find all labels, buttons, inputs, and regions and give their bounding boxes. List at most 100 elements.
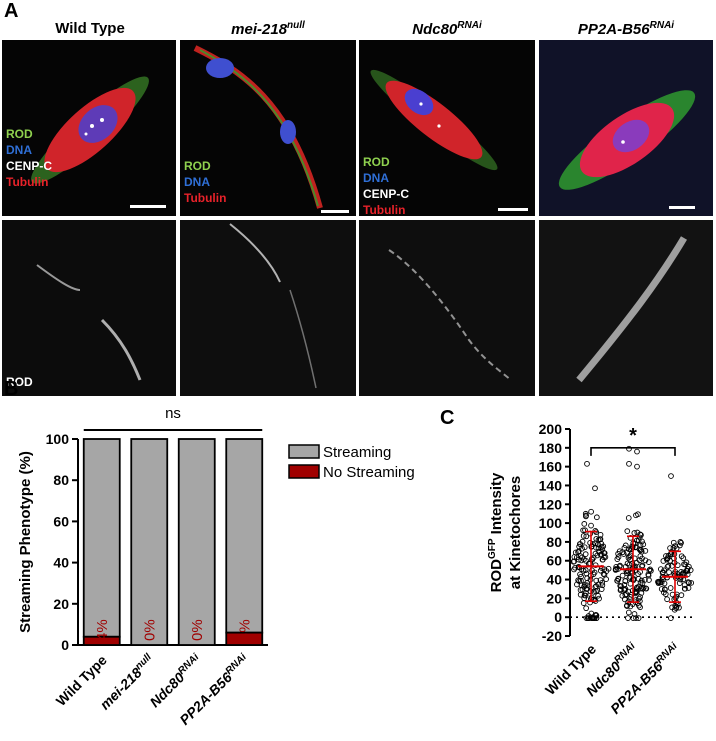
panel-a-label: A <box>4 0 19 22</box>
bar-no-streaming <box>225 631 264 646</box>
y-tick-label: 100 <box>46 431 70 447</box>
merge-image-wild-type: ROD DNA CENP-C Tubulin <box>2 40 176 216</box>
bar-data-label: 4% <box>94 619 111 641</box>
data-point <box>674 562 681 569</box>
data-point <box>617 562 623 569</box>
y-tick-label: 120 <box>539 496 563 512</box>
data-point <box>638 590 645 596</box>
y-tick-label: 140 <box>539 477 563 493</box>
data-point <box>635 571 641 577</box>
legend-swatch <box>288 464 320 479</box>
data-point <box>660 558 667 564</box>
data-point <box>685 579 692 585</box>
column-title-mei-218: mei-218null <box>231 20 305 38</box>
data-point <box>637 580 644 586</box>
data-point <box>629 560 635 567</box>
data-point <box>667 545 673 551</box>
data-point <box>571 566 577 573</box>
data-point <box>621 596 628 603</box>
y-tick-label: 100 <box>539 515 563 531</box>
data-point <box>622 578 629 584</box>
data-point <box>625 515 632 521</box>
data-point <box>592 550 599 557</box>
data-point <box>595 581 602 588</box>
legend-swatch <box>288 444 320 459</box>
data-point <box>627 603 634 610</box>
panel-c-label: C <box>440 407 455 429</box>
data-point <box>612 567 619 573</box>
data-point <box>601 549 607 556</box>
data-point <box>640 541 647 548</box>
data-point <box>631 530 638 536</box>
data-point <box>599 546 606 553</box>
data-point <box>582 527 588 534</box>
data-point <box>581 544 588 551</box>
data-point <box>588 543 595 549</box>
merge-spindle-mei-218 <box>193 45 323 209</box>
data-point <box>583 615 590 621</box>
data-point <box>642 576 648 583</box>
data-point <box>599 582 606 589</box>
significance-label: * <box>629 425 637 447</box>
data-point <box>575 549 581 555</box>
data-point <box>634 529 641 536</box>
data-point <box>579 586 586 593</box>
data-point <box>684 565 691 572</box>
data-point <box>634 463 640 470</box>
y-axis-title-line-1: RODGFP Intensity <box>487 472 505 592</box>
rod-image-wild-type: ROD <box>2 220 176 396</box>
data-point <box>600 571 607 577</box>
data-point <box>676 580 683 586</box>
rod-signal-mei-218 <box>229 223 317 389</box>
data-point <box>594 514 600 521</box>
data-point <box>625 615 631 621</box>
data-point <box>668 473 674 479</box>
scale-bar <box>321 210 349 213</box>
y-tick-label: 60 <box>546 553 562 569</box>
data-point <box>595 592 601 599</box>
scale-bar <box>669 206 695 209</box>
data-point <box>588 610 595 617</box>
data-point <box>582 567 589 574</box>
data-point <box>583 590 589 596</box>
data-point <box>660 569 666 576</box>
data-point <box>680 555 687 561</box>
data-point <box>665 562 672 569</box>
merge-image-mei-218: ROD DNA Tubulin <box>180 40 356 216</box>
y-tick-label: 0 <box>554 609 562 625</box>
data-point <box>592 485 598 492</box>
data-point <box>579 554 585 561</box>
data-point <box>631 611 638 617</box>
data-point <box>626 553 633 560</box>
y-tick-label: 160 <box>539 459 563 475</box>
rod-signal-pp2a-b56 <box>576 236 688 383</box>
legend-label: Streaming <box>323 444 391 461</box>
data-point <box>584 460 590 467</box>
data-point <box>686 579 692 586</box>
data-point <box>664 555 671 562</box>
data-point <box>582 551 589 558</box>
data-point <box>587 540 593 546</box>
data-point <box>601 571 608 578</box>
data-point <box>576 543 582 550</box>
merge-spindle-ndc80 <box>370 69 498 171</box>
bar-no-streaming <box>82 635 121 646</box>
data-point <box>582 510 589 517</box>
merge-image-pp2a-b56 <box>539 40 713 216</box>
rod-intensity-scatter-chart: -20 0 20 40 60 80 100 120 140 160 180 200 RODGFP Int… <box>487 421 696 717</box>
data-point <box>581 583 588 590</box>
legend-label: No Streaming <box>323 464 415 481</box>
data-point <box>667 585 674 591</box>
data-point <box>639 555 645 562</box>
data-point <box>614 577 620 584</box>
data-point <box>635 615 642 621</box>
data-point <box>613 564 620 570</box>
data-point <box>588 522 594 529</box>
data-point <box>624 603 630 609</box>
data-point <box>581 521 588 527</box>
data-point <box>577 591 584 598</box>
rod-signal-ndc80 <box>388 249 512 381</box>
data-point <box>590 615 597 621</box>
data-point <box>593 615 600 621</box>
data-point <box>681 585 688 592</box>
